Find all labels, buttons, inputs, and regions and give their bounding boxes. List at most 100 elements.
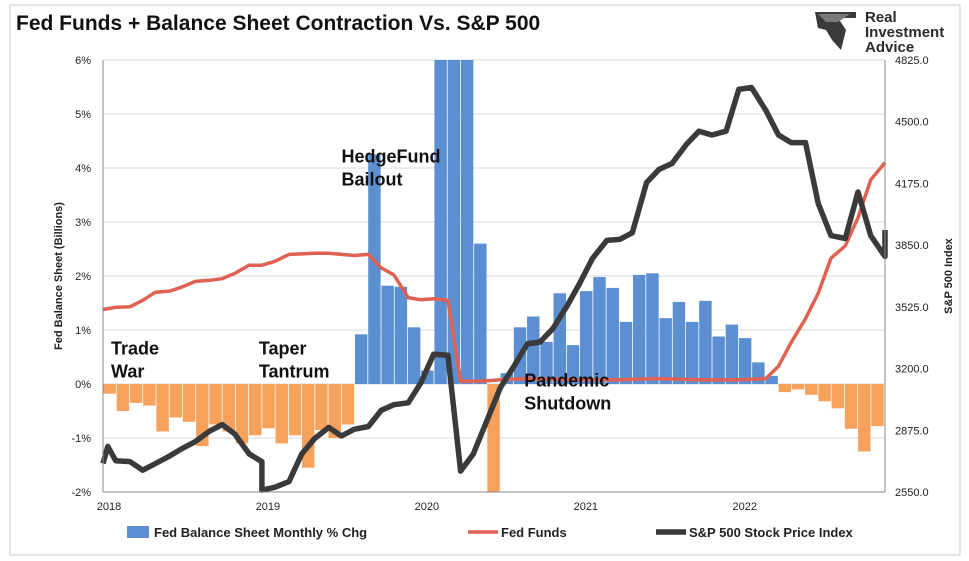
y-left-tick-label: 5% <box>75 109 91 121</box>
y-right-tick-label: 2550.0 <box>895 487 929 499</box>
balance-sheet-bar <box>381 285 394 384</box>
balance-sheet-bar <box>156 384 169 432</box>
brand-logo: Real Investment Advice <box>815 9 944 56</box>
balance-sheet-bar <box>566 345 580 384</box>
chart-annotation: HedgeFund Bailout <box>341 147 440 190</box>
balance-sheet-bar <box>368 154 381 384</box>
chart-annotation: Pandemic Shutdown <box>524 371 611 414</box>
balance-sheet-bar <box>460 60 474 384</box>
sp500-line <box>100 84 888 493</box>
balance-sheet-bar <box>685 321 699 384</box>
balance-sheet-bar <box>738 338 752 384</box>
balance-sheet-bar <box>765 375 778 384</box>
y-axis-left-ticks: -2% -1% 0% 1% 2% 3% 4% 5% 6% <box>71 55 91 499</box>
y-left-tick-label: -2% <box>71 487 91 499</box>
balance-sheet-bars <box>103 60 884 492</box>
x-axis-ticks: 2018 2019 2020 2021 2022 <box>97 501 757 513</box>
eagle-icon-highlight <box>818 14 850 22</box>
balance-sheet-bar <box>699 300 712 384</box>
balance-sheet-bar <box>288 384 302 436</box>
balance-sheet-bar <box>129 384 143 403</box>
x-tick-label: 2022 <box>733 501 757 513</box>
y-right-tick-label: 3850.0 <box>895 240 929 252</box>
balance-sheet-bar <box>116 384 130 411</box>
balance-sheet-bar <box>262 384 275 429</box>
balance-sheet-bar <box>791 384 805 390</box>
chart-axes <box>102 60 886 493</box>
balance-sheet-bar <box>805 384 818 395</box>
balance-sheet-bar <box>341 384 355 425</box>
legend-label: Fed Funds <box>501 525 567 540</box>
x-tick-label: 2020 <box>415 501 439 513</box>
balance-sheet-bar <box>222 384 236 432</box>
balance-sheet-bar <box>103 384 116 394</box>
y-axis-left-title: Fed Balance Sheet (Billions) <box>53 202 65 350</box>
balance-sheet-bar <box>182 384 196 422</box>
brand-name-line-3: Advice <box>865 39 914 56</box>
balance-sheet-bar <box>712 336 725 384</box>
balance-sheet-bar <box>235 384 249 444</box>
balance-sheet-bar <box>580 291 593 384</box>
y-left-tick-label: 2% <box>75 271 91 283</box>
balance-sheet-bar <box>593 277 606 384</box>
balance-sheet-bar <box>540 341 553 384</box>
y-right-tick-label: 2875.0 <box>895 425 929 437</box>
brand-name-line-1: Real <box>865 9 897 26</box>
balance-sheet-bar <box>778 384 792 393</box>
balance-sheet-bar <box>169 384 183 418</box>
balance-sheet-bar <box>196 384 209 447</box>
y-left-tick-label: 6% <box>75 55 91 67</box>
y-right-tick-label: 3525.0 <box>895 302 929 314</box>
chart-annotations: Trade War Taper Tantrum HedgeFund Bailout Pand… <box>111 147 611 414</box>
x-tick-label: 2018 <box>97 501 121 513</box>
y-left-tick-label: 4% <box>75 163 91 175</box>
legend-swatch-balance-sheet <box>127 526 149 538</box>
y-axis-right-title: S&P 500 Index <box>943 237 955 313</box>
balance-sheet-bar <box>447 60 461 384</box>
balance-sheet-bar <box>858 384 871 452</box>
balance-sheet-bar <box>434 60 447 384</box>
balance-sheet-bar <box>818 384 831 402</box>
balance-sheet-bar <box>659 318 672 384</box>
x-tick-label: 2019 <box>256 501 280 513</box>
fed-funds-line <box>102 161 887 384</box>
balance-sheet-bar <box>672 301 686 384</box>
brand-name-line-2: Investment <box>865 24 944 41</box>
y-left-tick-label: 1% <box>75 325 91 337</box>
chart-annotation: Trade War <box>111 338 159 381</box>
balance-sheet-bar <box>354 334 368 384</box>
x-tick-label: 2021 <box>574 501 598 513</box>
balance-sheet-bar <box>619 321 633 384</box>
legend-label: Fed Balance Sheet Monthly % Chg <box>154 525 367 540</box>
y-left-tick-label: 0% <box>75 379 91 391</box>
y-left-tick-label: -1% <box>71 433 91 445</box>
y-right-tick-label: 4825.0 <box>895 55 929 67</box>
chart-annotation: Taper Tantrum <box>259 338 330 381</box>
balance-sheet-bar <box>328 384 341 438</box>
balance-sheet-bar <box>407 327 421 384</box>
balance-sheet-bar <box>315 384 328 430</box>
balance-sheet-bar <box>394 286 408 384</box>
chart-title: Fed Funds + Balance Sheet Contraction Vs… <box>16 12 540 35</box>
y-right-tick-label: 4175.0 <box>895 178 929 190</box>
balance-sheet-bar <box>474 243 487 384</box>
balance-sheet-bar <box>606 287 619 384</box>
balance-sheet-bar <box>209 384 222 425</box>
balance-sheet-bar <box>844 384 858 429</box>
balance-sheet-bar <box>275 384 288 444</box>
chart-legend: Fed Balance Sheet Monthly % Chg Fed Funds… <box>127 525 854 540</box>
balance-sheet-bar <box>249 384 262 436</box>
y-axis-right-ticks: 2550.0 2875.0 3200.0 3525.0 3850.0 4175.0 4500… <box>895 55 929 499</box>
balance-sheet-bar <box>725 324 739 384</box>
balance-sheet-bar <box>871 384 884 427</box>
legend-label: S&P 500 Stock Price Index <box>689 525 854 540</box>
y-right-tick-label: 4500.0 <box>895 117 929 129</box>
balance-sheet-bar <box>632 274 646 384</box>
y-left-tick-label: 3% <box>75 217 91 229</box>
balance-sheet-bar <box>527 316 540 384</box>
balance-sheet-bar <box>646 273 659 384</box>
balance-sheet-bar <box>831 384 845 409</box>
eagle-icon <box>815 12 856 50</box>
balance-sheet-bar <box>143 384 156 406</box>
